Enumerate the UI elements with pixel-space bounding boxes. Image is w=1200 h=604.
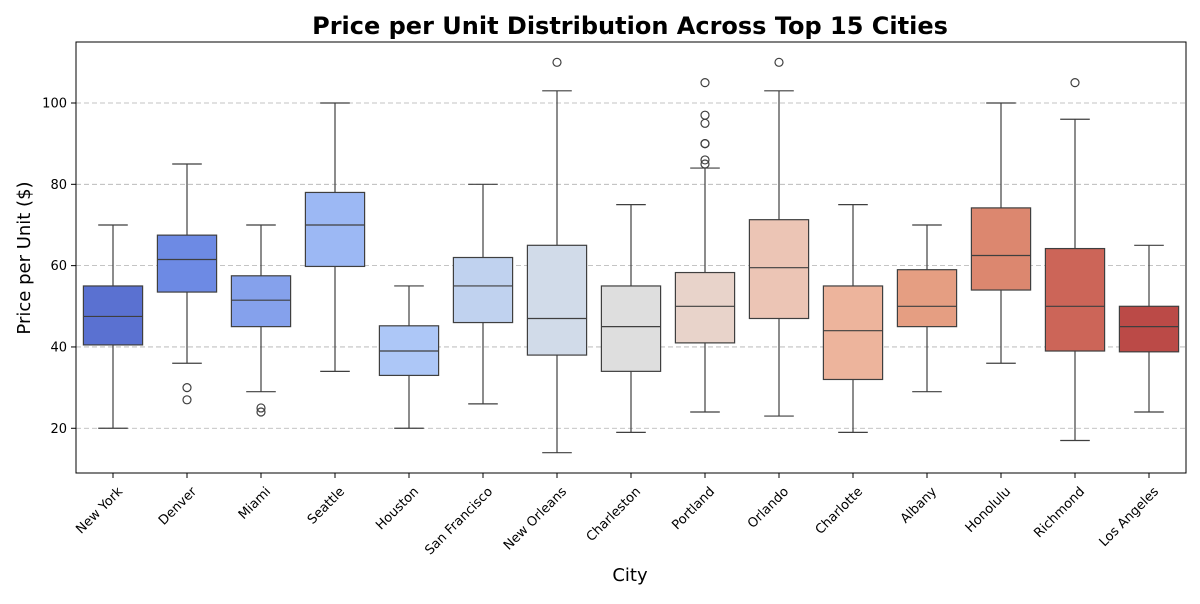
- box-charleston: [600, 204, 662, 433]
- box-los-angeles: [1118, 244, 1180, 413]
- iqr-box: [82, 285, 144, 346]
- outlier-point: [552, 57, 562, 67]
- x-tick-label: Charleston: [584, 484, 644, 544]
- x-tick-label: Miami: [236, 484, 274, 522]
- iqr-box: [896, 269, 958, 328]
- box-honolulu: [970, 102, 1032, 364]
- box-miami: [230, 224, 292, 417]
- y-tick-label: 20: [50, 422, 67, 437]
- x-tick-label: Orlando: [745, 484, 792, 531]
- box-albany: [896, 224, 958, 393]
- x-tick-label: Richmond: [1031, 484, 1088, 541]
- outlier-point: [182, 383, 192, 393]
- x-tick-label: Albany: [898, 484, 940, 526]
- outlier-point: [774, 57, 784, 67]
- iqr-box: [970, 207, 1032, 291]
- x-tick-label: San Francisco: [422, 484, 496, 558]
- box-charlotte: [822, 204, 884, 433]
- chart-title: Price per Unit Distribution Across Top 1…: [312, 12, 948, 40]
- outlier-point: [700, 118, 710, 128]
- box-denver: [156, 163, 218, 405]
- x-tick-label: Honolulu: [963, 484, 1014, 535]
- box-san-francisco: [452, 183, 514, 405]
- y-tick-label: 60: [50, 259, 67, 274]
- iqr-box: [156, 234, 218, 293]
- iqr-box: [748, 219, 810, 320]
- iqr-box: [230, 275, 292, 328]
- x-tick-label: Portland: [669, 484, 718, 533]
- x-tick-label: Charlotte: [813, 484, 866, 537]
- outlier-point: [256, 407, 266, 417]
- outlier-point: [182, 395, 192, 405]
- outlier-point: [700, 78, 710, 88]
- outlier-point: [1070, 78, 1080, 88]
- y-axis-label: Price per Unit ($): [14, 181, 35, 334]
- x-axis-label: City: [612, 565, 648, 586]
- box-richmond: [1044, 78, 1106, 442]
- x-tick-label: Denver: [156, 484, 201, 529]
- iqr-box: [526, 244, 588, 356]
- x-tick-label: Houston: [373, 484, 422, 533]
- box-series: [82, 57, 1180, 454]
- box-orlando: [748, 57, 810, 417]
- iqr-box: [822, 285, 884, 381]
- outlier-point: [700, 155, 710, 165]
- iqr-box: [1118, 305, 1180, 353]
- x-tick-label: New York: [73, 484, 126, 537]
- y-tick-label: 80: [50, 178, 67, 193]
- y-tick-label: 40: [50, 340, 67, 355]
- x-tick-label: New Orleans: [501, 484, 570, 553]
- x-tick-label: Los Angeles: [1097, 484, 1163, 550]
- y-tick-label: 100: [42, 96, 67, 111]
- iqr-box: [304, 191, 366, 268]
- iqr-box: [600, 285, 662, 372]
- iqr-box: [674, 271, 736, 344]
- iqr-box: [452, 256, 514, 324]
- outlier-point: [700, 159, 710, 169]
- box-new-orleans: [526, 57, 588, 454]
- box-seattle: [304, 102, 366, 372]
- x-tick-label: Seattle: [305, 484, 348, 527]
- iqr-box: [1044, 247, 1106, 352]
- outlier-point: [256, 403, 266, 413]
- outlier-point: [700, 139, 710, 149]
- box-portland: [674, 78, 736, 413]
- box-new-york: [82, 224, 144, 429]
- box-houston: [378, 285, 440, 429]
